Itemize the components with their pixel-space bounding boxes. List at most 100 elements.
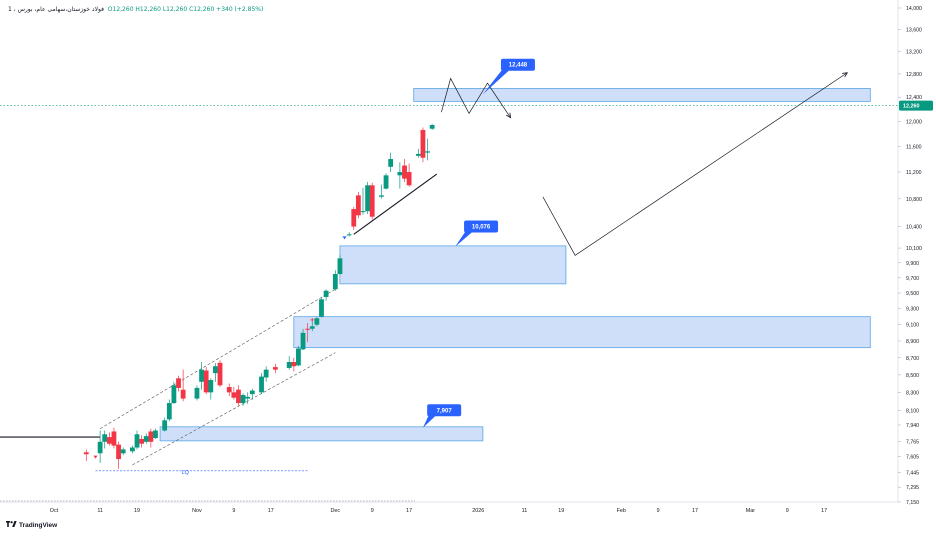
price-callout: 10,076 [455,220,499,247]
candle-body [383,175,389,189]
trend-line [99,288,336,429]
candle [346,232,352,237]
candle-body [199,369,204,382]
price-axis[interactable]: 14,000 13,600 13,200 12,800 12,400 12,000 11,6… [898,6,933,506]
candle-body [171,385,177,404]
candle [291,357,297,372]
candle [397,162,403,189]
candle-body [296,348,301,366]
trend-line [353,173,438,235]
price-callout: 7,907 [422,404,462,428]
callout-pointer [422,414,438,428]
price-tick-label: 8,700 [906,356,919,362]
candle [180,369,186,402]
candle-body [425,151,430,153]
candle-body [346,234,352,236]
candle-body [106,437,112,444]
candle [166,399,172,422]
time-tick-label: 17 [268,508,274,514]
candle-body [226,387,232,393]
candle [116,441,121,469]
supply-demand-zone [339,245,567,285]
price-tick-label: 7,150 [906,500,919,506]
callout-box [427,404,462,417]
candle [365,181,370,214]
candle-body [406,172,412,186]
candle-body [102,434,108,442]
time-tick-label: Oct [50,508,59,514]
candle [300,328,306,351]
price-tick-label: 9,900 [906,261,919,267]
candle-body [291,361,297,367]
candle-body [355,195,361,216]
candle-body [130,447,135,452]
time-axis[interactable]: Oct 11 19 Nov 9 17 Dec 9 17 2026 11 19 Feb 9 17 Mar 9 17 [50,508,827,514]
time-tick-label: Feb [617,508,626,514]
price-tick-label: 8,500 [906,373,919,379]
candle [245,392,251,404]
candle-body [323,290,329,297]
tradingview-icon [6,521,17,529]
candle [332,270,338,291]
symbol-title: 1 ، فولاد خوزستان،سهامی عام، بورس [8,6,104,13]
candle [429,123,435,130]
candle [203,367,209,395]
candle-body [203,370,209,393]
time-tick-label: Nov [192,508,202,514]
candle-body [166,403,172,420]
candle-body [116,444,121,460]
callout-pointer [455,230,475,247]
candle-body [397,172,403,176]
candle-body [231,392,237,398]
candle [355,192,361,219]
price-tick-label: 8,100 [906,408,919,414]
brand-name: TradingView [19,522,58,529]
time-tick-label: 19 [134,508,140,514]
candle [383,173,389,190]
candle [194,385,200,401]
price-tick-label: 7,940 [906,423,919,429]
price-callout: 12,448 [482,58,535,95]
time-tick-label: Dec [331,508,341,514]
price-tick-label: 9,300 [906,307,919,313]
candle-body [111,431,117,446]
price-tick-label: 9,700 [906,276,919,282]
price-tick-label: 7,445 [906,470,919,476]
projection-arrowhead [506,112,512,119]
price-tick-label: 13,600 [906,27,922,33]
candle [425,138,430,161]
candle-body [337,258,343,274]
time-tick-label: 11 [97,508,103,514]
time-tick-label: 19 [558,508,564,514]
candle-body [97,441,103,454]
drawings-layer: LQ [0,72,898,502]
candle-body [194,387,200,399]
price-tick-label: 12,800 [906,72,922,78]
last-price-label: 12,260 [903,104,920,110]
candle [199,361,204,390]
candle [240,393,246,406]
candle-body [300,332,306,350]
supply-demand-zone [293,316,871,349]
price-tick-label: 12,000 [906,119,922,125]
candle [153,428,158,439]
price-tick-label: 10,400 [906,225,922,231]
candle-body [360,211,366,213]
tradingview-logo[interactable]: TradingView [6,521,57,529]
candle-body [148,431,154,442]
candle [296,346,301,367]
candle [162,417,168,432]
price-tick-label: 8,300 [906,390,919,396]
candle [120,447,126,456]
time-tick-label: 17 [692,508,698,514]
candle-body [162,420,168,431]
candle [360,187,366,215]
candle [139,435,145,448]
candle [171,381,177,404]
candle [102,430,108,449]
candle [323,289,329,301]
chart-header: 1 ، فولاد خوزستان،سهامی عام، بورس O12,26… [8,6,263,13]
candle [249,388,255,400]
